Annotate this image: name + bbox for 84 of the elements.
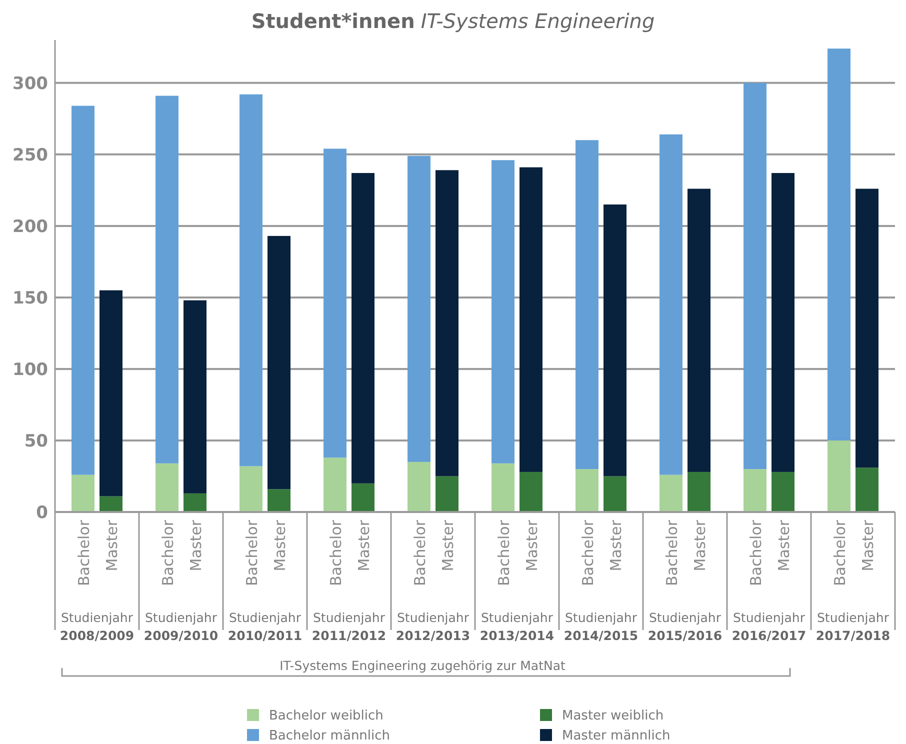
- x-tick-label: Bachelor: [243, 519, 261, 586]
- bar: [828, 440, 850, 512]
- bar: [744, 82, 766, 470]
- bar: [324, 148, 346, 458]
- text: Studienjahr 2009/2010: [144, 610, 218, 643]
- bar: [688, 188, 710, 472]
- bar: [240, 466, 262, 512]
- bar: [408, 462, 430, 512]
- x-tick-label: Bachelor: [579, 519, 597, 586]
- bar: [856, 188, 878, 468]
- chart-title: Student*innen: [251, 9, 415, 33]
- text: Studienjahr 2010/2011: [228, 610, 302, 643]
- bar: [604, 476, 626, 512]
- x-tick-label: Master: [607, 519, 625, 572]
- bar: [576, 469, 598, 512]
- bar: [856, 468, 878, 512]
- bar: [352, 483, 374, 512]
- x-tick-label: Master: [439, 519, 457, 572]
- legend-label: Bachelor weiblich: [269, 708, 384, 724]
- bar: [604, 204, 626, 476]
- bar: [436, 476, 458, 512]
- legend-label: Master weiblich: [562, 708, 664, 724]
- x-tick-label: Master: [355, 519, 373, 572]
- text: Studienjahr 2016/2017: [732, 610, 806, 643]
- bar: [72, 106, 94, 475]
- legend-label: Master männlich: [562, 728, 670, 744]
- bar: [744, 469, 766, 512]
- text: IT-Systems Engineering zugehörig zur MatNat: [280, 658, 566, 673]
- bar: [240, 94, 262, 466]
- y-tick-label: 100: [12, 360, 48, 380]
- y-tick-label: 200: [12, 216, 48, 237]
- bar: [576, 140, 598, 470]
- x-tick-label: Bachelor: [159, 519, 177, 586]
- x-tick-label: Master: [523, 519, 541, 572]
- bar: [100, 496, 122, 512]
- text: Studienjahr 2012/2013: [396, 610, 470, 643]
- x-tick-label: Master: [775, 519, 793, 572]
- bar: [156, 96, 178, 464]
- bar: [660, 474, 682, 512]
- x-tick-label: Master: [691, 519, 709, 572]
- bar: [492, 160, 514, 464]
- legend-label: Bachelor männlich: [269, 728, 390, 744]
- x-tick-label: Master: [187, 519, 205, 572]
- text: Studienjahr 2013/2014: [480, 610, 554, 643]
- text: Studienjahr 2017/2018: [816, 610, 890, 643]
- bar: [520, 167, 542, 472]
- bar: [492, 463, 514, 512]
- bar: [436, 170, 458, 476]
- bar: [268, 236, 290, 490]
- text: Studienjahr 2015/2016: [648, 610, 722, 643]
- bar: [688, 472, 710, 512]
- bar: [772, 472, 794, 512]
- bar: [520, 472, 542, 512]
- x-tick-label: Bachelor: [327, 519, 345, 586]
- bar: [72, 474, 94, 512]
- x-tick-label: Master: [103, 519, 121, 572]
- bar: [100, 290, 122, 496]
- x-tick-label: Bachelor: [663, 519, 681, 586]
- y-tick-label: 0: [36, 502, 48, 523]
- y-tick-label: 300: [12, 74, 48, 94]
- bar: [184, 300, 206, 494]
- x-tick-label: Master: [271, 519, 289, 572]
- bar: [660, 134, 682, 475]
- bar: [828, 48, 850, 440]
- y-tick-label: 250: [12, 145, 48, 166]
- text: Studienjahr 2008/2009: [60, 610, 134, 643]
- bar: [268, 489, 290, 512]
- bar: [772, 173, 794, 472]
- bar: [156, 463, 178, 512]
- bar: [352, 173, 374, 484]
- x-tick-label: Bachelor: [411, 519, 429, 586]
- bar: [408, 156, 430, 462]
- x-tick-label: Bachelor: [747, 519, 765, 586]
- x-tick-label: Bachelor: [831, 519, 849, 586]
- bar: [184, 493, 206, 512]
- x-tick-label: Bachelor: [75, 519, 93, 586]
- chart-subtitle: IT-Systems Engineering: [420, 9, 655, 33]
- x-tick-label: Master: [859, 519, 877, 572]
- text: Studienjahr 2011/2012: [312, 610, 386, 643]
- y-tick-label: 150: [12, 288, 48, 308]
- bar: [324, 458, 346, 512]
- text: Studienjahr 2014/2015: [564, 610, 638, 643]
- x-tick-label: Bachelor: [495, 519, 513, 586]
- y-tick-label: 50: [24, 431, 48, 452]
